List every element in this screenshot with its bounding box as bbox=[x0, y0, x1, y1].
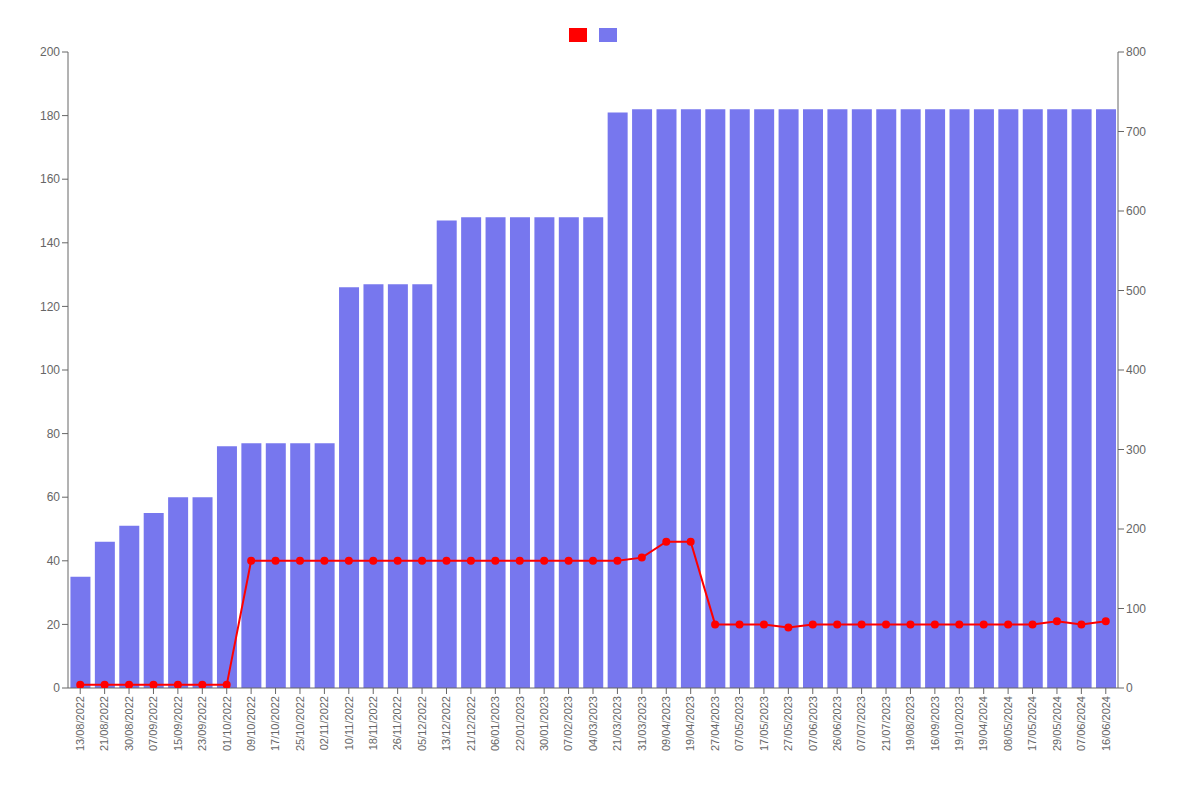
svg-text:09/10/2022: 09/10/2022 bbox=[245, 696, 257, 751]
svg-text:19/08/2023: 19/08/2023 bbox=[904, 696, 916, 751]
svg-text:05/12/2022: 05/12/2022 bbox=[416, 696, 428, 751]
svg-text:13/12/2022: 13/12/2022 bbox=[440, 696, 452, 751]
svg-text:0: 0 bbox=[1126, 681, 1133, 695]
svg-text:19/10/2023: 19/10/2023 bbox=[953, 696, 965, 751]
svg-text:20: 20 bbox=[47, 618, 61, 632]
svg-text:22/01/2023: 22/01/2023 bbox=[514, 696, 526, 751]
svg-text:60: 60 bbox=[47, 490, 61, 504]
svg-text:16/09/2023: 16/09/2023 bbox=[929, 696, 941, 751]
svg-text:19/04/2024: 19/04/2024 bbox=[978, 696, 990, 751]
svg-text:10/11/2022: 10/11/2022 bbox=[343, 696, 355, 750]
svg-text:21/07/2023: 21/07/2023 bbox=[880, 696, 892, 751]
svg-text:27/04/2023: 27/04/2023 bbox=[709, 696, 721, 751]
svg-text:700: 700 bbox=[1126, 125, 1146, 139]
svg-text:07/02/2023: 07/02/2023 bbox=[562, 696, 574, 751]
svg-text:100: 100 bbox=[40, 363, 60, 377]
svg-text:31/03/2023: 31/03/2023 bbox=[636, 696, 648, 751]
svg-text:01/10/2022: 01/10/2022 bbox=[221, 696, 233, 751]
svg-text:09/04/2023: 09/04/2023 bbox=[660, 696, 672, 751]
svg-text:17/05/2024: 17/05/2024 bbox=[1026, 696, 1038, 751]
svg-text:30/08/2022: 30/08/2022 bbox=[123, 696, 135, 751]
svg-text:07/09/2022: 07/09/2022 bbox=[147, 696, 159, 751]
svg-text:21/08/2022: 21/08/2022 bbox=[98, 696, 110, 751]
svg-text:120: 120 bbox=[40, 300, 60, 314]
svg-text:25/10/2022: 25/10/2022 bbox=[294, 696, 306, 751]
svg-text:18/11/2022: 18/11/2022 bbox=[367, 696, 379, 750]
svg-text:500: 500 bbox=[1126, 284, 1146, 298]
svg-text:17/10/2022: 17/10/2022 bbox=[269, 696, 281, 751]
svg-text:07/05/2023: 07/05/2023 bbox=[733, 696, 745, 751]
svg-text:26/11/2022: 26/11/2022 bbox=[391, 696, 403, 750]
svg-text:100: 100 bbox=[1126, 602, 1146, 616]
svg-text:19/04/2023: 19/04/2023 bbox=[684, 696, 696, 751]
svg-text:21/12/2022: 21/12/2022 bbox=[465, 696, 477, 751]
svg-text:40: 40 bbox=[47, 554, 61, 568]
svg-text:15/09/2022: 15/09/2022 bbox=[172, 696, 184, 751]
svg-text:80: 80 bbox=[47, 427, 61, 441]
svg-text:13/08/2022: 13/08/2022 bbox=[74, 696, 86, 751]
svg-text:16/06/2024: 16/06/2024 bbox=[1100, 696, 1112, 751]
svg-text:200: 200 bbox=[1126, 522, 1146, 536]
svg-text:200: 200 bbox=[40, 45, 60, 59]
svg-text:04/03/2023: 04/03/2023 bbox=[587, 696, 599, 751]
svg-text:400: 400 bbox=[1126, 363, 1146, 377]
svg-text:23/09/2022: 23/09/2022 bbox=[196, 696, 208, 751]
svg-text:800: 800 bbox=[1126, 45, 1146, 59]
svg-text:06/01/2023: 06/01/2023 bbox=[489, 696, 501, 751]
svg-text:140: 140 bbox=[40, 236, 60, 250]
svg-text:27/05/2023: 27/05/2023 bbox=[782, 696, 794, 751]
svg-text:02/11/2022: 02/11/2022 bbox=[318, 696, 330, 750]
svg-text:600: 600 bbox=[1126, 204, 1146, 218]
svg-text:0: 0 bbox=[53, 681, 60, 695]
svg-text:30/01/2023: 30/01/2023 bbox=[538, 696, 550, 751]
svg-text:17/05/2023: 17/05/2023 bbox=[758, 696, 770, 751]
svg-text:26/06/2023: 26/06/2023 bbox=[831, 696, 843, 751]
svg-text:07/07/2023: 07/07/2023 bbox=[855, 696, 867, 751]
svg-text:08/05/2024: 08/05/2024 bbox=[1002, 696, 1014, 751]
svg-text:21/03/2023: 21/03/2023 bbox=[611, 696, 623, 751]
svg-text:07/06/2023: 07/06/2023 bbox=[807, 696, 819, 751]
svg-text:07/06/2024: 07/06/2024 bbox=[1075, 696, 1087, 751]
svg-text:300: 300 bbox=[1126, 443, 1146, 457]
svg-text:180: 180 bbox=[40, 109, 60, 123]
svg-text:160: 160 bbox=[40, 172, 60, 186]
svg-text:29/05/2024: 29/05/2024 bbox=[1051, 696, 1063, 751]
